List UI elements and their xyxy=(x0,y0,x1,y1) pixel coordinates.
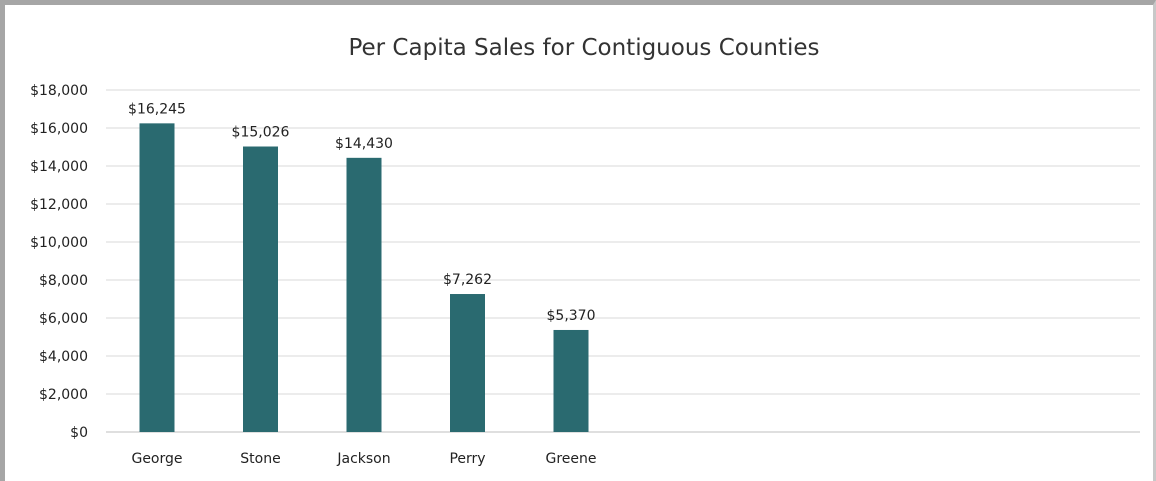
y-axis-ticks: $0 $2,000 $4,000 $6,000 $8,000 $10,000 $12,000… xyxy=(30,83,88,441)
data-label: $5,370 xyxy=(547,308,596,324)
x-tick-label: Jackson xyxy=(336,451,390,467)
data-label: $7,262 xyxy=(443,272,492,288)
y-tick-label: $10,000 xyxy=(30,235,88,251)
bars xyxy=(139,123,589,433)
y-tick-label: $0 xyxy=(70,425,88,441)
x-axis-ticks: George Stone Jackson Perry Greene xyxy=(131,451,596,467)
x-tick-label: Perry xyxy=(449,451,485,467)
y-tick-label: $8,000 xyxy=(39,273,88,289)
bar-greene xyxy=(553,329,589,432)
x-tick-label: Greene xyxy=(545,451,596,467)
bar-perry xyxy=(450,294,485,432)
data-label: $14,430 xyxy=(335,136,393,152)
gridlines xyxy=(106,89,1140,433)
y-tick-label: $12,000 xyxy=(30,197,88,213)
y-tick-label: $18,000 xyxy=(30,83,88,99)
x-tick-label: George xyxy=(131,451,182,467)
data-label: $15,026 xyxy=(232,125,290,141)
y-tick-label: $14,000 xyxy=(30,159,88,175)
data-labels: $16,245 $15,026 $14,430 $7,262 $5,370 xyxy=(128,101,595,324)
chart-title: Per Capita Sales for Contiguous Counties xyxy=(348,35,819,61)
bar-jackson xyxy=(346,157,382,432)
y-tick-label: $4,000 xyxy=(39,349,88,365)
y-tick-label: $16,000 xyxy=(30,121,88,137)
y-tick-label: $6,000 xyxy=(39,311,88,327)
bar-george xyxy=(139,123,175,432)
data-label: $16,245 xyxy=(128,101,186,117)
bar-stone xyxy=(243,146,278,433)
x-tick-label: Stone xyxy=(240,451,280,467)
y-tick-label: $2,000 xyxy=(39,387,88,403)
